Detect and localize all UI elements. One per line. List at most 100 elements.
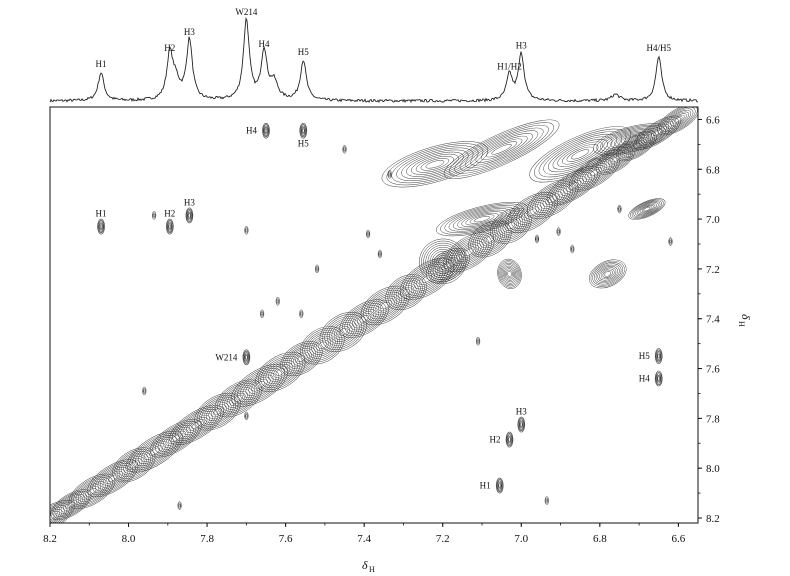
broad-contour	[620, 135, 642, 144]
minor-peak	[178, 503, 181, 508]
diagonal-contour	[157, 425, 194, 452]
minor-peak	[276, 298, 280, 305]
diagonal-contour	[571, 155, 618, 190]
diagonal-contour	[152, 421, 199, 456]
diagonal-contour	[354, 311, 374, 327]
broad-contour	[588, 259, 627, 289]
diagonal-contour	[162, 428, 189, 448]
1d-spectrum-trace	[49, 16, 699, 104]
diagonal-contour	[123, 456, 145, 474]
diagonal-contour	[638, 119, 677, 147]
diagonal-contour	[226, 389, 251, 408]
diagonal-contour	[549, 168, 598, 204]
broad-contour	[604, 271, 612, 277]
diagonal-contour	[529, 181, 576, 217]
broad-contour	[434, 253, 452, 270]
broad-contour	[440, 203, 524, 235]
diagonal-contour	[311, 335, 334, 355]
diagonal-contour	[461, 246, 477, 259]
diagonal-contour	[214, 379, 263, 418]
broad-contour	[636, 203, 657, 215]
broad-contour	[617, 133, 645, 146]
broad-contour	[600, 268, 615, 280]
cross-peak-label-h4: H4	[639, 374, 650, 384]
broad-contour	[635, 202, 659, 216]
minor-peak	[367, 232, 370, 236]
minor-peak	[276, 299, 279, 304]
minor-peak	[669, 238, 672, 245]
minor-peak	[366, 230, 370, 238]
diagonal-contour	[485, 235, 495, 243]
diagonal-contour	[318, 341, 327, 349]
diagonal-contour	[260, 355, 301, 388]
minor-peak	[275, 297, 280, 306]
cross-peak-h3	[186, 210, 192, 221]
broad-contour	[425, 244, 460, 278]
diagonal-contour	[622, 135, 651, 157]
diagonal-contour	[534, 185, 571, 213]
cross-peak-h1	[97, 218, 105, 235]
broad-contour	[436, 202, 528, 237]
diagonal-contour	[620, 133, 653, 159]
spectrum-trace-line	[49, 16, 699, 104]
minor-peak	[244, 411, 249, 421]
diagonal-contour	[127, 459, 141, 471]
cross-peak-h5	[654, 348, 663, 364]
cross-peak-label-h3: H3	[516, 407, 527, 417]
contour-layer	[50, 107, 698, 523]
diagonal-contour	[363, 287, 407, 324]
diagonal-contour	[333, 324, 353, 340]
diagonal-contour	[331, 322, 355, 342]
diagonal-contour	[50, 503, 70, 523]
broad-contour	[503, 267, 516, 281]
broad-contour	[436, 255, 450, 268]
broad-contour	[448, 206, 516, 232]
diagonal-contour	[180, 413, 213, 437]
diagonal-contour	[416, 270, 438, 288]
broad-contour	[452, 208, 512, 230]
broad-contour	[427, 246, 458, 276]
diagonal-contour	[430, 251, 466, 280]
broad-contour	[592, 262, 624, 286]
cross-peak-h4	[655, 372, 662, 385]
minor-peak	[557, 229, 560, 234]
cross-peak-h5	[301, 127, 306, 135]
diagonal-contour	[540, 189, 566, 209]
diagonal-contour	[50, 489, 92, 520]
broad-contour	[592, 123, 670, 156]
broad-contour	[418, 238, 467, 285]
broad-contour	[480, 138, 523, 161]
diagonal-contour	[231, 392, 246, 404]
diagonal-contour	[286, 346, 317, 371]
diagonal-contour	[672, 114, 685, 125]
minor-peak	[178, 502, 182, 509]
cross-peak-h5	[655, 349, 662, 363]
diagonal-contour	[234, 366, 285, 405]
diagonal-contour	[64, 500, 77, 510]
minor-peak	[244, 412, 248, 419]
diagonal-contour	[185, 417, 208, 433]
broad-contour	[420, 158, 450, 171]
diagonal-contour	[326, 318, 360, 346]
diagonal-contour	[229, 390, 248, 406]
cross-peak-h2	[507, 435, 512, 444]
broad-contour	[596, 124, 666, 154]
minor-peak	[388, 172, 391, 177]
diagonal-contour	[505, 192, 558, 233]
diagonal-contour	[336, 326, 351, 338]
cross-peak-w214	[243, 350, 250, 364]
broad-contour	[499, 261, 520, 287]
diagonal-contour	[263, 357, 298, 386]
minor-peak	[571, 247, 574, 251]
broad-contour	[431, 251, 454, 272]
diagonal-contour	[92, 463, 134, 494]
diagonal-contour	[126, 430, 183, 473]
diagonal-contour	[146, 445, 163, 458]
diagonal-contour	[80, 482, 104, 501]
minor-peak	[152, 211, 157, 220]
broad-contour	[571, 149, 590, 160]
diagonal-contour	[217, 381, 260, 416]
minor-peak	[343, 147, 346, 152]
diagonal-contour	[100, 468, 126, 488]
x-tick-label: 7.8	[200, 533, 214, 545]
